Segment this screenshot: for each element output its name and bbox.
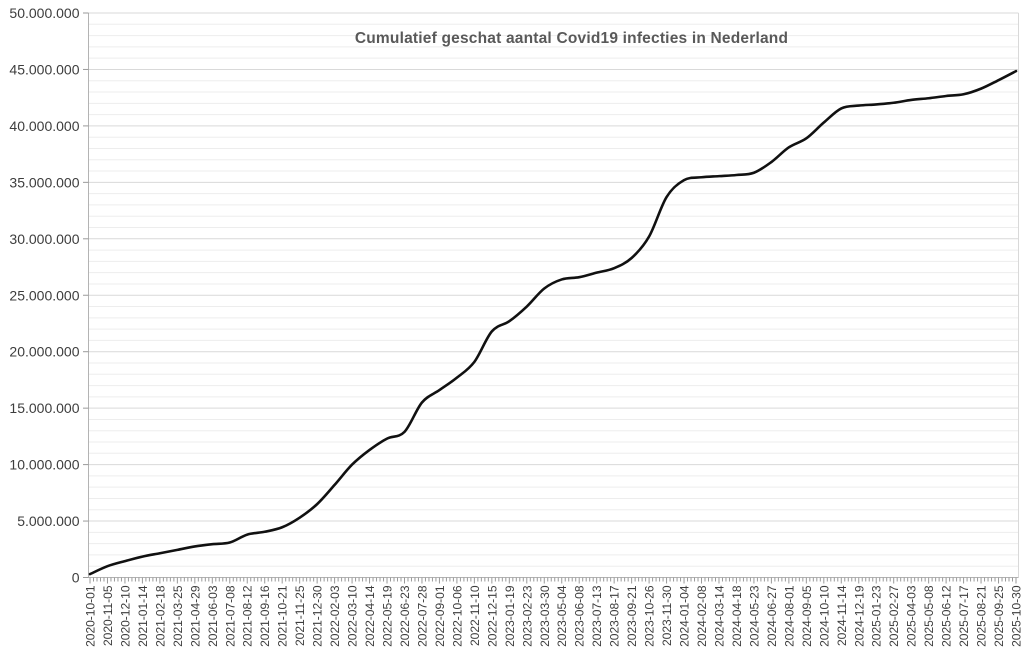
y-axis-label: 35.000.000 xyxy=(9,174,79,190)
x-axis-label: 2021-01-14 xyxy=(136,585,150,647)
x-axis-label: 2021-07-08 xyxy=(223,585,237,647)
x-axis-label: 2023-05-04 xyxy=(555,585,569,647)
x-axis-label: 2024-11-14 xyxy=(835,585,849,646)
x-axis-label: 2025-01-23 xyxy=(870,585,884,647)
x-axis-label: 2023-09-21 xyxy=(625,585,639,647)
x-axis-label: 2022-06-23 xyxy=(398,585,412,647)
x-axis-label: 2020-10-01 xyxy=(84,585,98,647)
x-axis-label: 2021-09-16 xyxy=(258,585,272,647)
x-axis-label: 2023-06-08 xyxy=(573,585,587,647)
x-axis-label: 2021-08-12 xyxy=(241,585,255,647)
x-axis-label: 2022-07-28 xyxy=(415,585,429,647)
x-axis-label: 2025-10-30 xyxy=(1010,585,1024,647)
x-axis-label: 2025-08-21 xyxy=(975,585,989,647)
x-axis-label: 2024-03-14 xyxy=(712,585,726,647)
y-axis-labels: 0 5.000.000 10.000.000 15.000.000 20.000.000… xyxy=(9,5,79,586)
y-axis-label: 50.000.000 xyxy=(9,5,79,21)
x-axis-label: 2021-11-25 xyxy=(293,585,307,646)
y-axis-label: 30.000.000 xyxy=(9,231,79,247)
x-axis-label: 2025-09-25 xyxy=(992,585,1006,647)
x-axis-label: 2022-02-03 xyxy=(328,585,342,647)
x-axis-label: 2024-05-23 xyxy=(747,585,761,647)
x-axis-label: 2023-01-19 xyxy=(503,585,517,647)
chart-title: Cumulatief geschat aantal Covid19 infect… xyxy=(354,30,789,47)
x-axis-label: 2024-02-08 xyxy=(695,585,709,647)
y-major-gridlines xyxy=(88,12,1019,522)
x-axis-label: 2022-12-15 xyxy=(485,585,499,647)
y-axis-label: 25.000.000 xyxy=(9,287,79,303)
x-axis-label: 2023-07-13 xyxy=(590,585,604,647)
x-axis-labels: 2020-10-01 2020-11-05 2020-12-10 2021-01-14… xyxy=(84,585,1024,647)
x-axis-label: 2021-02-18 xyxy=(153,585,167,647)
x-axis-label: 2025-05-08 xyxy=(922,585,936,647)
x-axis-label: 2021-06-03 xyxy=(206,585,220,647)
x-axis-label: 2024-12-19 xyxy=(852,585,866,647)
x-axis-label: 2022-09-01 xyxy=(433,585,447,647)
y-axis-label: 10.000.000 xyxy=(9,457,79,473)
x-axis-label: 2021-04-29 xyxy=(188,585,202,647)
x-axis-label: 2021-03-25 xyxy=(171,585,185,647)
y-tick-marks xyxy=(83,12,89,578)
x-tick-marks xyxy=(89,577,1017,584)
x-axis-label: 2024-01-04 xyxy=(678,585,692,647)
x-axis-label: 2020-11-05 xyxy=(101,585,115,646)
y-axis-label: 20.000.000 xyxy=(9,344,79,360)
x-axis-label: 2020-12-10 xyxy=(118,585,132,647)
x-axis-label: 2022-03-10 xyxy=(346,585,360,647)
y-axis-label: 15.000.000 xyxy=(9,400,79,416)
y-minor-gridlines xyxy=(88,23,1019,567)
x-axis-label: 2024-04-18 xyxy=(730,585,744,647)
covid-infections-line-series xyxy=(88,69,1018,576)
y-axis-label: 5.000.000 xyxy=(17,513,79,529)
x-axis-label: 2022-04-14 xyxy=(363,585,377,647)
x-axis-label: 2023-08-17 xyxy=(608,585,622,647)
y-axis-label: 0 xyxy=(72,570,80,586)
x-axis-label: 2023-10-26 xyxy=(643,585,657,647)
x-axis-label: 2022-10-06 xyxy=(450,585,464,647)
x-axis-label: 2023-03-30 xyxy=(538,585,552,647)
y-axis-label: 45.000.000 xyxy=(9,61,79,77)
x-axis-label: 2024-06-27 xyxy=(765,585,779,647)
x-axis-label: 2025-04-03 xyxy=(905,585,919,647)
x-axis-label: 2022-05-19 xyxy=(381,585,395,647)
y-axis-label: 40.000.000 xyxy=(9,118,79,134)
x-axis-label: 2025-02-27 xyxy=(887,585,901,647)
x-axis-label: 2021-12-30 xyxy=(311,585,325,647)
x-axis-label: 2023-11-30 xyxy=(660,585,674,646)
x-axis-label: 2024-10-10 xyxy=(817,585,831,647)
x-axis-label: 2025-06-12 xyxy=(940,585,954,647)
x-axis-label: 2022-11-10 xyxy=(468,585,482,646)
x-axis-label: 2024-09-05 xyxy=(800,585,814,647)
x-axis-label: 2023-02-23 xyxy=(520,585,534,647)
x-axis-label: 2025-07-17 xyxy=(957,585,971,647)
x-axis-label: 2024-08-01 xyxy=(782,585,796,647)
x-axis-label: 2021-10-21 xyxy=(276,585,290,647)
